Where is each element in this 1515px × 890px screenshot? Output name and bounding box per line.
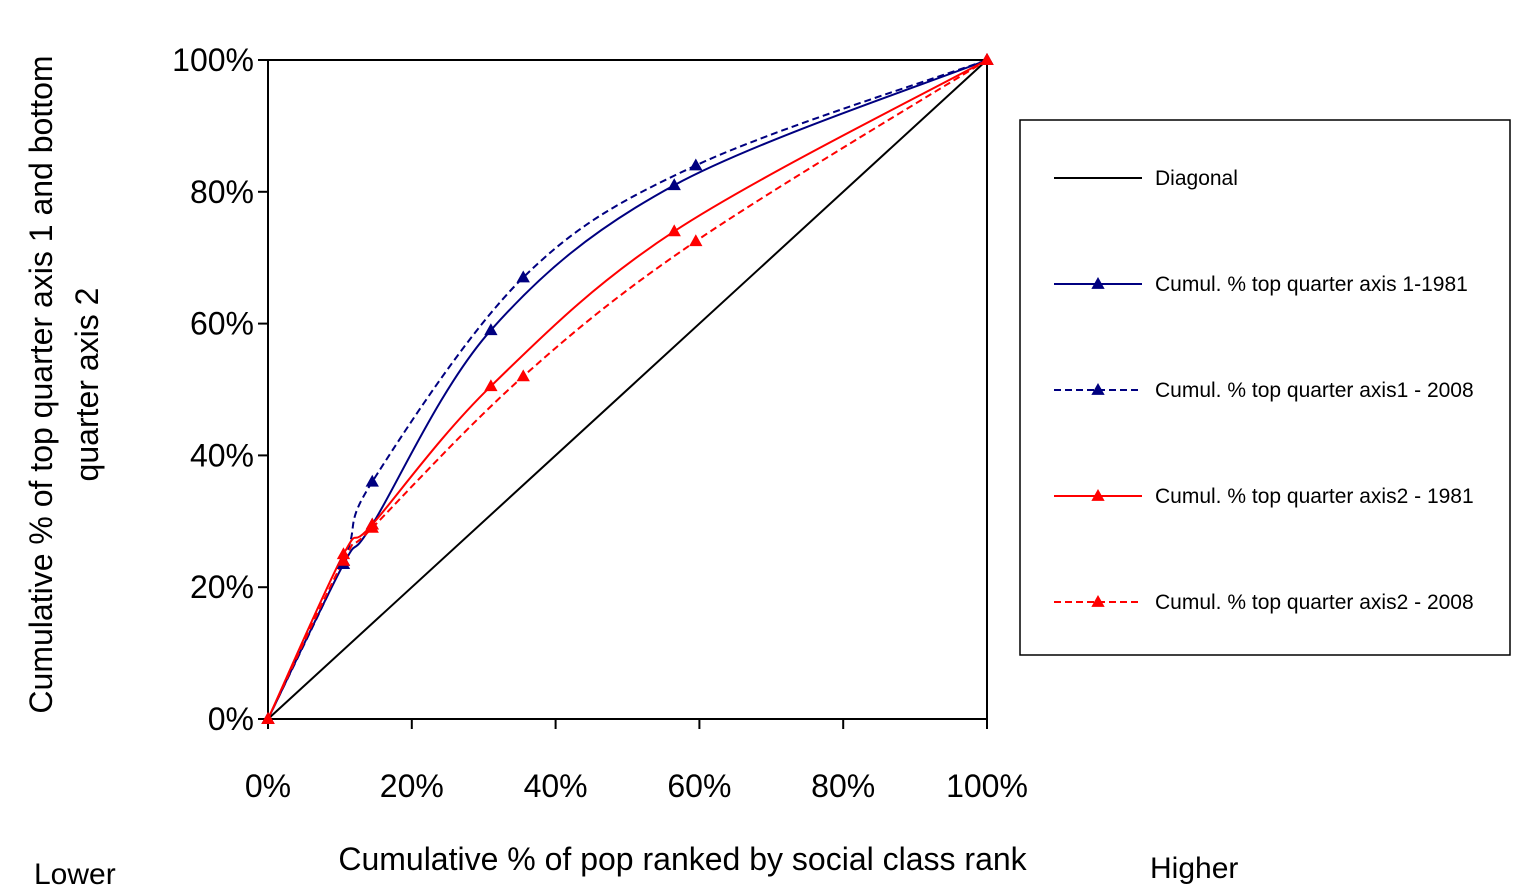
- data-point: [980, 53, 994, 65]
- legend-marker: [1091, 595, 1105, 607]
- x-tick-label: 100%: [946, 768, 1028, 804]
- x-axis-ticks: 0% 20% 40% 60% 80% 100%: [245, 719, 1028, 804]
- legend-marker: [1091, 277, 1105, 289]
- higher-label: Higher: [1150, 852, 1238, 885]
- legend-item-1: Cumul. % top quarter axis 1-1981: [1054, 273, 1468, 296]
- legend-label: Cumul. % top quarter axis1 - 2008: [1155, 379, 1474, 402]
- legend-label: Cumul. % top quarter axis2 - 1981: [1155, 485, 1474, 508]
- data-point: [336, 553, 351, 566]
- legend-item-0: Diagonal: [1054, 167, 1238, 190]
- y-tick-label: 80%: [190, 174, 254, 210]
- legend-marker: [1091, 383, 1105, 395]
- data-point: [689, 158, 703, 171]
- series-line-0: [267, 59, 988, 720]
- legend: Diagonal Cumul. % top quarter axis 1-1981…: [1019, 119, 1511, 656]
- x-axis-title: Cumulative % of pop ranked by social cla…: [338, 841, 1027, 877]
- y-axis-ticks: 0% 20% 40% 60% 80% 100%: [172, 42, 268, 737]
- x-tick-label: 20%: [380, 768, 444, 804]
- data-point: [667, 178, 681, 191]
- lower-label: Lower: [34, 858, 116, 890]
- legend-label: Cumul. % top quarter axis2 - 2008: [1155, 591, 1474, 614]
- x-tick-label: 80%: [811, 768, 875, 804]
- x-tick-label: 0%: [245, 768, 291, 804]
- legend-item-2: Cumul. % top quarter axis1 - 2008: [1054, 379, 1474, 402]
- data-point: [261, 712, 275, 724]
- y-tick-label: 60%: [190, 306, 254, 342]
- data-point: [484, 323, 498, 336]
- y-tick-label: 100%: [172, 42, 254, 78]
- x-tick-label: 60%: [667, 768, 731, 804]
- data-point: [689, 234, 703, 247]
- data-point: [365, 520, 379, 533]
- plot-area: [267, 59, 988, 720]
- legend-box: [1019, 119, 1511, 656]
- legend-label: Diagonal: [1155, 167, 1238, 190]
- data-point: [365, 474, 379, 487]
- series-layer: [267, 59, 988, 720]
- legend-item-4: Cumul. % top quarter axis2 - 2008: [1054, 591, 1474, 614]
- data-point: [484, 379, 498, 392]
- data-point: [336, 547, 351, 560]
- marker-layer: [261, 53, 994, 724]
- y-tick-label: 40%: [190, 437, 254, 473]
- data-point: [516, 369, 530, 382]
- x-tick-label: 40%: [524, 768, 588, 804]
- y-axis-title: Cumulative % of top quarter axis 1 and b…: [23, 55, 105, 713]
- data-point: [516, 270, 530, 283]
- y-axis-title-line-1: Cumulative % of top quarter axis 1 and b…: [23, 55, 59, 713]
- y-tick-label: 0%: [208, 701, 254, 737]
- data-point: [667, 224, 681, 237]
- y-axis-title-line-2: quarter axis 2: [69, 288, 105, 482]
- plot-frame: [267, 59, 988, 720]
- legend-label: Cumul. % top quarter axis 1-1981: [1155, 273, 1468, 296]
- y-tick-label: 20%: [190, 569, 254, 605]
- legend-marker: [1091, 489, 1105, 501]
- legend-item-3: Cumul. % top quarter axis2 - 1981: [1054, 485, 1474, 508]
